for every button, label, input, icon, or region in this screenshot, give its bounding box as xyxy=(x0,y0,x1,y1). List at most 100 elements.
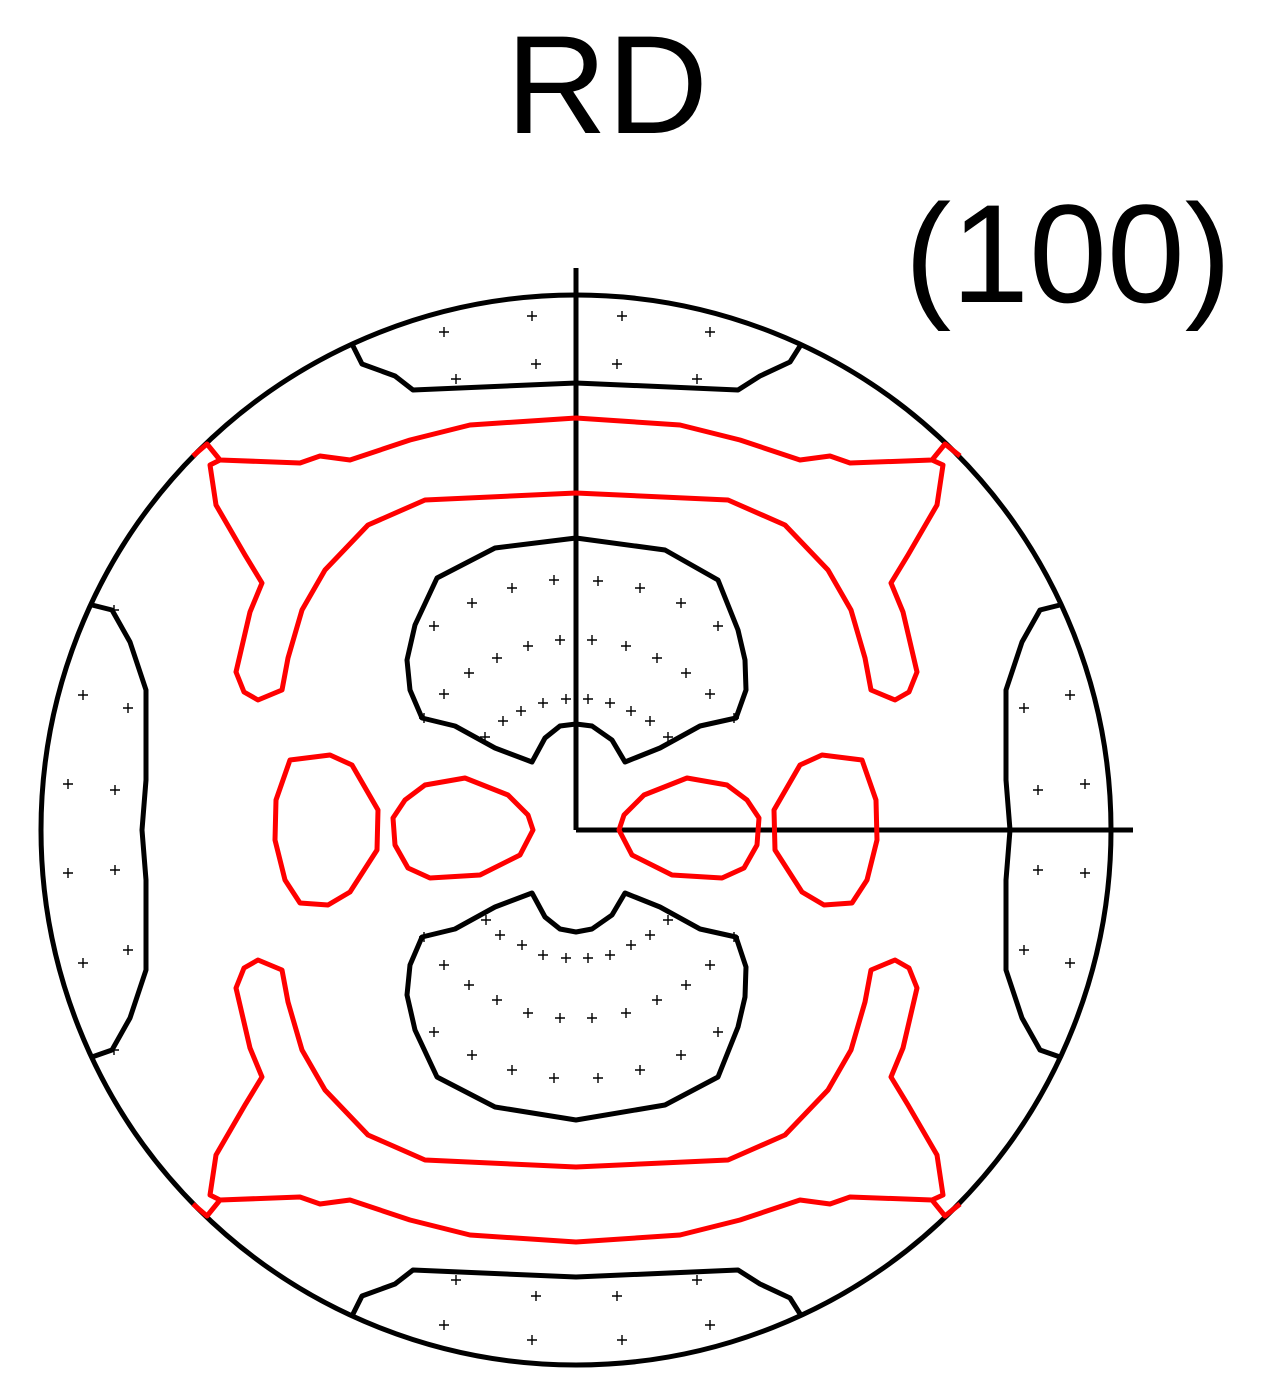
plus-marker xyxy=(635,1065,645,1075)
red-contour-left-outer-lobe xyxy=(272,752,381,908)
plus-marker xyxy=(645,930,655,940)
red-contour-right-outer-lobe xyxy=(771,752,880,908)
plus-marker xyxy=(63,868,73,878)
plus-marker xyxy=(705,960,715,970)
plus-marker xyxy=(729,932,739,942)
plus-marker xyxy=(676,598,686,608)
plus-marker xyxy=(1033,785,1043,795)
plus-marker xyxy=(605,698,615,708)
plus-marker xyxy=(439,689,449,699)
plus-marker xyxy=(561,694,571,704)
plus-marker xyxy=(110,785,120,795)
plus-marker xyxy=(464,980,474,990)
plus-marker xyxy=(681,980,691,990)
plus-marker xyxy=(1065,958,1075,968)
plus-marker xyxy=(1019,945,1029,955)
plus-marker xyxy=(549,1073,559,1083)
plus-marker xyxy=(555,635,565,645)
plus-marker xyxy=(439,1320,449,1330)
plus-marker xyxy=(109,605,119,615)
contour-top-cap xyxy=(349,341,805,393)
plus-marker xyxy=(492,995,502,1005)
plus-marker xyxy=(705,327,715,337)
plus-marker xyxy=(652,653,662,663)
contour-lower-center xyxy=(404,890,749,1123)
rd-label: RD xyxy=(506,6,708,163)
plus-marker xyxy=(612,1291,622,1301)
plus-marker xyxy=(498,716,508,726)
plus-marker xyxy=(583,694,593,704)
plus-marker xyxy=(531,359,541,369)
plus-marker xyxy=(523,1008,533,1018)
plus-marker xyxy=(626,706,636,716)
plus-marker xyxy=(507,1065,517,1075)
plus-marker xyxy=(517,940,527,950)
plus-marker xyxy=(439,327,449,337)
plus-marker xyxy=(692,1275,702,1285)
plus-marker xyxy=(663,915,673,925)
plus-marker xyxy=(495,930,505,940)
plus-marker xyxy=(605,950,615,960)
plus-marker xyxy=(593,576,603,586)
plus-marker xyxy=(713,1027,723,1037)
plus-marker xyxy=(464,668,474,678)
plus-marker xyxy=(587,1013,597,1023)
plus-marker xyxy=(549,575,559,585)
plus-marker xyxy=(429,621,439,631)
plus-marker xyxy=(492,653,502,663)
plus-marker xyxy=(705,689,715,699)
plus-marker xyxy=(419,932,429,942)
plus-marker xyxy=(1065,690,1075,700)
plus-marker xyxy=(451,1275,461,1285)
plus-marker xyxy=(713,621,723,631)
plus-marker xyxy=(583,953,593,963)
plus-marker xyxy=(652,995,662,1005)
red-contour-inner-bottom xyxy=(207,957,946,1203)
plus-marker xyxy=(481,915,491,925)
plus-marker xyxy=(439,960,449,970)
plus-marker xyxy=(538,950,548,960)
plus-marker xyxy=(663,732,673,742)
plus-marker xyxy=(692,374,702,384)
plus-marker xyxy=(621,1008,631,1018)
plus-marker xyxy=(587,635,597,645)
plus-marker xyxy=(681,668,691,678)
red-contour-right-inner-lobe xyxy=(616,775,762,881)
plus-marker xyxy=(676,1050,686,1060)
plus-marker xyxy=(527,1335,537,1345)
plus-marker xyxy=(612,359,622,369)
plus-marker xyxy=(531,1291,541,1301)
red-contour-outer-top xyxy=(191,415,962,466)
plus-marker xyxy=(78,690,88,700)
plus-marker xyxy=(645,716,655,726)
contour-left-band xyxy=(91,602,149,1060)
plus-marker xyxy=(555,1013,565,1023)
plus-marker xyxy=(109,1045,119,1055)
plus-marker xyxy=(635,583,645,593)
plus-marker xyxy=(527,311,537,321)
plus-marker xyxy=(705,1320,715,1330)
plus-marker xyxy=(123,703,133,713)
plus-marker xyxy=(1080,868,1090,878)
plus-marker xyxy=(617,311,627,321)
plus-marker xyxy=(110,865,120,875)
plus-marker xyxy=(507,583,517,593)
plus-marker xyxy=(429,1027,439,1037)
plus-marker xyxy=(593,1073,603,1083)
plus-marker xyxy=(419,713,429,723)
plus-marker xyxy=(626,940,636,950)
plus-marker xyxy=(78,958,88,968)
plus-marker xyxy=(1019,703,1029,713)
plus-marker xyxy=(1033,865,1043,875)
red-contour-left-inner-lobe xyxy=(390,775,536,881)
plus-marker xyxy=(538,698,548,708)
plus-marker xyxy=(467,1050,477,1060)
plus-marker xyxy=(621,641,631,651)
plus-marker xyxy=(561,953,571,963)
plus-marker xyxy=(480,732,490,742)
plus-marker xyxy=(617,1335,627,1345)
plus-marker xyxy=(63,779,73,789)
plus-marker xyxy=(1080,779,1090,789)
red-contours xyxy=(191,415,962,1245)
